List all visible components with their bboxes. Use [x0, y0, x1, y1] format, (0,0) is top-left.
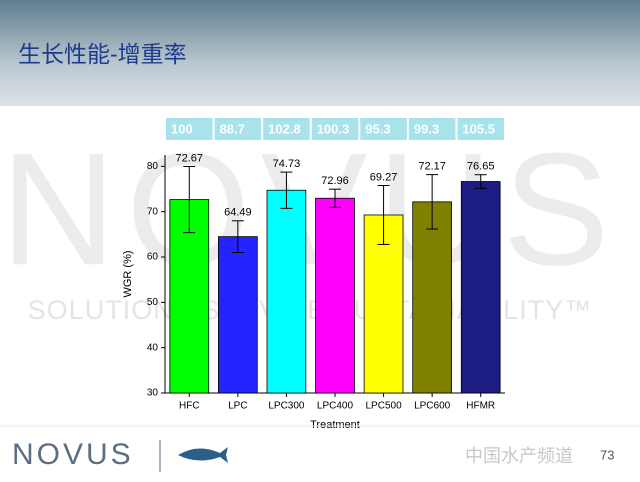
data-label: 64.49 — [224, 207, 252, 219]
table-value: 95.3 — [365, 121, 390, 136]
y-tick-label: 80 — [147, 161, 159, 172]
bar — [460, 181, 501, 394]
table-cell — [166, 118, 213, 140]
table-value: 99.3 — [414, 121, 439, 136]
x-tick-label: LPC300 — [268, 401, 305, 412]
footer-logo: NOVUS — [12, 438, 134, 471]
table-value: 100.3 — [317, 121, 350, 136]
page-number: 73 — [600, 447, 614, 462]
bar — [412, 201, 452, 394]
y-axis-label: WGR (%) — [122, 250, 134, 297]
y-tick-label: 50 — [147, 297, 159, 308]
chart: 100 88.7 102.8 100.3 95.3 99.3 105.5 30 40 50 60 70… — [122, 118, 505, 431]
x-tick-label: HFC — [179, 401, 200, 412]
table-cell — [408, 118, 456, 140]
table-cell — [214, 118, 262, 140]
x-tick-label: LPC500 — [366, 401, 403, 412]
footer-site: 中国水产频道 — [465, 446, 573, 466]
data-label: 76.65 — [467, 161, 495, 173]
y-tick-label: 30 — [147, 388, 159, 399]
slide-title: 生长性能-增重率 — [18, 41, 187, 67]
table-cell — [263, 118, 310, 140]
watermark-tagline: SOLUTIONS SERVICE SUSTAINABILITY™ — [28, 295, 593, 325]
data-label: 72.17 — [418, 161, 446, 173]
bar — [218, 236, 258, 394]
y-tick-label: 60 — [147, 252, 159, 263]
y-tick-label: 70 — [147, 206, 159, 217]
data-label: 74.73 — [273, 158, 301, 170]
data-label: 69.27 — [370, 171, 398, 183]
table-value: 100 — [171, 121, 193, 136]
watermark-logo: NOVUS — [1, 119, 620, 298]
x-tick-label: HFMR — [466, 401, 495, 412]
data-label: 72.67 — [176, 152, 204, 164]
header-band — [0, 0, 640, 106]
bar — [266, 189, 307, 394]
table-cell — [457, 118, 504, 140]
table-cell — [311, 118, 359, 140]
y-tick-label: 40 — [147, 342, 159, 353]
data-label: 72.96 — [321, 175, 349, 187]
x-tick-label: LPC — [228, 401, 247, 412]
table-value: 102.8 — [268, 121, 301, 136]
x-tick-label: LPC400 — [317, 401, 354, 412]
table-cell — [360, 118, 407, 140]
table-value: 105.5 — [462, 121, 495, 136]
fish-icon — [178, 447, 228, 463]
x-tick-label: LPC600 — [414, 401, 451, 412]
bar — [315, 197, 355, 394]
x-axis-label: Treatment — [310, 419, 360, 431]
table-value: 88.7 — [220, 121, 245, 136]
